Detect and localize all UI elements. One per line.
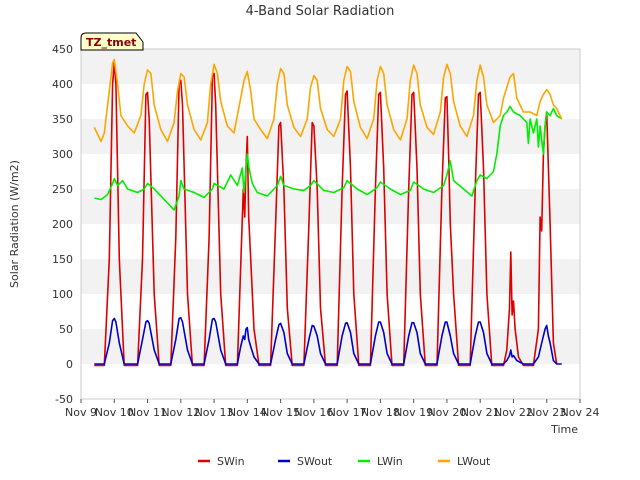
y-tick-label: 50 [59, 323, 73, 336]
y-tick-label: 400 [52, 78, 73, 91]
x-tick-label: Nov 10 [95, 406, 134, 419]
grid-band [81, 154, 580, 189]
y-tick-label: 250 [52, 183, 73, 196]
grid-band [81, 224, 580, 259]
badge-shape [80, 32, 144, 51]
x-tick-label: Nov 9 [65, 406, 97, 419]
series-line-lwin [94, 105, 563, 211]
grid-band [81, 294, 580, 329]
plot-frame [80, 48, 581, 400]
y-axis-ticks: -50 0 50 100 150 200 250 300 350 400 450 [52, 43, 73, 406]
x-tick-label: Nov 24 [561, 406, 600, 419]
legend: SWin SWout LWin LWout [198, 455, 491, 468]
grid-band [81, 49, 580, 84]
series-lines [93, 58, 563, 367]
y-tick-label: 350 [52, 113, 73, 126]
x-tick-label: Nov 19 [394, 406, 433, 419]
grid-band [81, 119, 580, 154]
x-tick-label: Nov 22 [494, 406, 533, 419]
legend-label: LWin [377, 455, 403, 468]
x-tick-label: Nov 17 [328, 406, 367, 419]
y-tick-label: 200 [52, 218, 73, 231]
legend-label: LWout [457, 455, 491, 468]
station-badge: TZ_tmet [80, 32, 144, 51]
x-tick-label: Nov 20 [427, 406, 466, 419]
x-axis-label: Time [550, 423, 578, 436]
x-tick-label: Nov 15 [261, 406, 300, 419]
badge-label: TZ_tmet [86, 36, 136, 49]
y-tick-label: 150 [52, 253, 73, 266]
chart-title: 4-Band Solar Radiation [246, 4, 395, 19]
y-tick-label: -50 [55, 393, 73, 406]
y-tick-label: 0 [66, 358, 73, 371]
x-tick-label: Nov 13 [195, 406, 234, 419]
grid-band [81, 259, 580, 294]
grid-bands [81, 49, 580, 399]
y-tick-label: 300 [52, 148, 73, 161]
x-tick-label: Nov 11 [128, 406, 167, 419]
grid-band [81, 84, 580, 119]
x-tick-label: Nov 21 [461, 406, 500, 419]
x-tick-label: Nov 14 [228, 406, 267, 419]
legend-label: SWin [217, 455, 245, 468]
y-tick-label: 100 [52, 288, 73, 301]
x-tick-label: Nov 23 [527, 406, 566, 419]
x-tick-label: Nov 18 [361, 406, 400, 419]
x-tick-label: Nov 16 [294, 406, 333, 419]
series-line-swout [94, 317, 562, 365]
grid-band [81, 329, 580, 364]
series-line-lwout [93, 58, 563, 143]
grid-band [81, 189, 580, 224]
grid-band [81, 364, 580, 399]
y-tick-label: 450 [52, 43, 73, 56]
legend-label: SWout [297, 455, 333, 468]
x-tick-label: Nov 12 [161, 406, 200, 419]
y-axis-label: Solar Radiation (W/m2) [8, 160, 21, 288]
